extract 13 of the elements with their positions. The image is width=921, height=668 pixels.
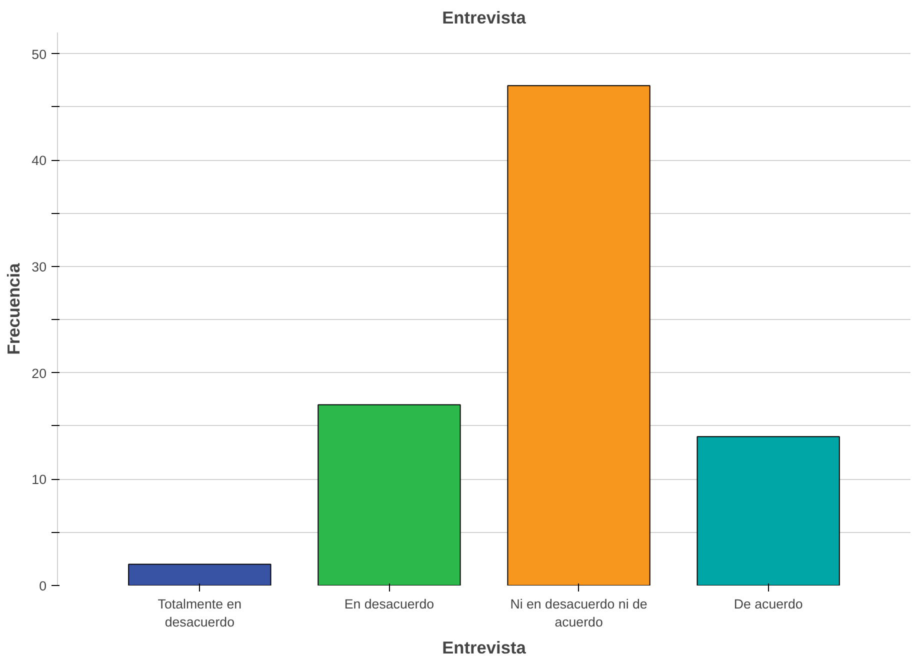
y-axis-title: Frecuencia <box>4 262 24 355</box>
x-tick-label: Totalmente en desacuerdo <box>158 596 242 630</box>
y-tick-label: 20 <box>32 366 47 381</box>
chart-title: Entrevista <box>442 8 526 28</box>
y-tick-label: 30 <box>32 259 47 274</box>
x-tick-label: Ni en desacuerdo ni de acuerdo <box>510 596 648 630</box>
y-tick-label: 0 <box>39 578 47 594</box>
x-tick-label: En desacuerdo <box>344 596 434 612</box>
x-axis-title: Entrevista <box>442 638 526 658</box>
x-tick-label: De acuerdo <box>734 596 803 612</box>
y-tick-label: 10 <box>32 472 47 488</box>
y-tick-label: 40 <box>32 153 47 168</box>
y-tick-label: 50 <box>32 46 47 62</box>
